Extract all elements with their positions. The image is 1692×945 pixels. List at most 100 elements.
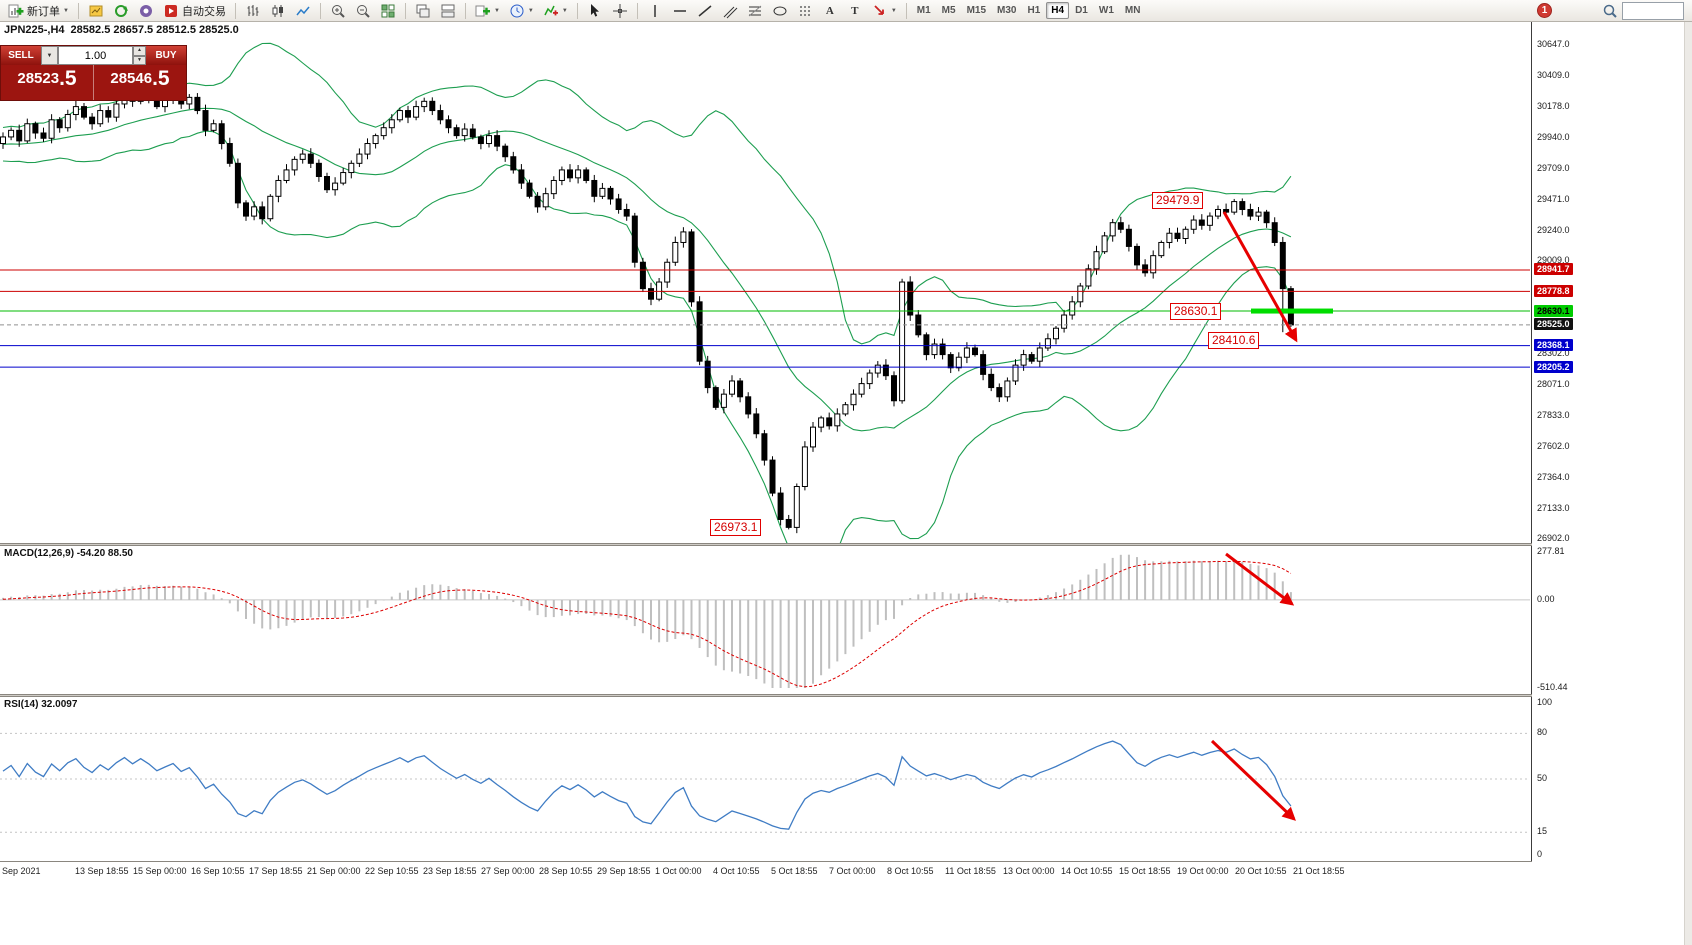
channel-icon bbox=[722, 3, 738, 19]
time-axis-label: 4 Oct 10:55 bbox=[713, 866, 760, 876]
timeframe-w1[interactable]: W1 bbox=[1098, 5, 1114, 16]
vertical-line-tool-button[interactable] bbox=[643, 0, 667, 21]
price-level-badge: 28941.7 bbox=[1534, 263, 1573, 276]
grid-tool-button[interactable] bbox=[793, 0, 817, 21]
fibonacci-icon bbox=[747, 3, 763, 19]
autotrade-icon bbox=[163, 3, 179, 19]
timeframe-m15[interactable]: M15 bbox=[966, 5, 987, 16]
indicators-button[interactable]: ▼ bbox=[539, 0, 572, 21]
arrange-windows-button[interactable] bbox=[436, 0, 460, 21]
search-input[interactable] bbox=[1622, 2, 1684, 20]
cursor-tool-button[interactable] bbox=[583, 0, 607, 21]
clock-icon bbox=[509, 3, 525, 19]
volume-dropdown-button[interactable]: ▼ bbox=[41, 46, 58, 65]
time-axis-label: 15 Sep 00:00 bbox=[133, 866, 187, 876]
zoom-out-button[interactable] bbox=[351, 0, 375, 21]
new-order-icon bbox=[8, 3, 24, 19]
new-chart-button[interactable]: ▼ bbox=[471, 0, 504, 21]
timeframe-h1[interactable]: H1 bbox=[1027, 5, 1041, 16]
rsi-scale-label: 80 bbox=[1537, 727, 1548, 738]
macd-indicator-panel[interactable] bbox=[0, 546, 1532, 694]
timeframe-m1[interactable]: M1 bbox=[916, 5, 931, 16]
timeframe-d1[interactable]: D1 bbox=[1075, 5, 1088, 16]
price-annotation[interactable]: 28630.1 bbox=[1170, 303, 1222, 320]
line-chart-button[interactable] bbox=[291, 0, 315, 21]
timeframe-mn[interactable]: MN bbox=[1124, 5, 1141, 16]
time-axis-label: 13 Sep 18:55 bbox=[75, 866, 129, 876]
panel-separator[interactable] bbox=[0, 543, 1692, 546]
chevron-down-icon: ▼ bbox=[527, 7, 534, 14]
timeframe-m30[interactable]: M30 bbox=[997, 5, 1017, 16]
volume-down-button[interactable]: ▼ bbox=[133, 55, 146, 65]
text-tool-button[interactable]: A bbox=[818, 0, 842, 21]
new-chart-icon bbox=[475, 3, 491, 19]
vertical-scrollbar[interactable] bbox=[1684, 22, 1692, 945]
time-axis[interactable]: Sep 2021 13 Sep 18:55 15 Sep 00:00 16 Sep 1… bbox=[0, 861, 1692, 878]
shapes-tool-button[interactable] bbox=[768, 0, 792, 21]
macd-scale-label: -510.44 bbox=[1537, 682, 1568, 692]
rsi-indicator-panel[interactable] bbox=[0, 697, 1532, 861]
price-tick-label: 27133.0 bbox=[1537, 502, 1570, 513]
community-icon bbox=[138, 3, 154, 19]
macd-signal-line bbox=[2, 560, 1292, 688]
time-axis-label: 19 Oct 00:00 bbox=[1177, 866, 1229, 876]
candlestick-chart-icon bbox=[270, 3, 286, 19]
toolbar-separator bbox=[77, 2, 79, 19]
rsi-downtrend-arrow bbox=[1210, 739, 1296, 821]
price-tick-label: 30409.0 bbox=[1537, 70, 1570, 81]
sell-button[interactable]: SELL bbox=[1, 46, 41, 65]
green-highlight-segment bbox=[1251, 308, 1333, 314]
price-chart[interactable] bbox=[0, 22, 1532, 543]
price-tick-label: 26902.0 bbox=[1537, 533, 1570, 543]
timeframe-m5[interactable]: M5 bbox=[941, 5, 956, 16]
macd-scale-label: 0.00 bbox=[1537, 593, 1555, 604]
timeframe-h4[interactable]: H4 bbox=[1046, 2, 1070, 19]
tile-windows-button[interactable] bbox=[376, 0, 400, 21]
buy-price[interactable]: 28546.5 bbox=[93, 65, 186, 100]
sell-price[interactable]: 28523.5 bbox=[17, 67, 77, 90]
zoom-in-button[interactable] bbox=[326, 0, 350, 21]
horizontal-line-tool-button[interactable] bbox=[668, 0, 692, 21]
ellipse-icon bbox=[772, 3, 788, 19]
refresh-button[interactable] bbox=[109, 0, 133, 21]
panel-separator[interactable] bbox=[0, 694, 1692, 697]
time-axis-label: 20 Oct 10:55 bbox=[1235, 866, 1287, 876]
notification-badge[interactable]: 1 bbox=[1537, 3, 1552, 18]
trendline-icon bbox=[697, 3, 713, 19]
channel-tool-button[interactable] bbox=[718, 0, 742, 21]
crosshair-tool-button[interactable] bbox=[608, 0, 632, 21]
fibonacci-tool-button[interactable] bbox=[743, 0, 767, 21]
cascade-windows-button[interactable] bbox=[411, 0, 435, 21]
price-tick-label: 30647.0 bbox=[1537, 39, 1570, 49]
volume-up-button[interactable]: ▲ bbox=[133, 46, 146, 56]
price-tick-label: 30178.0 bbox=[1537, 100, 1570, 111]
chevron-down-icon: ▼ bbox=[561, 7, 568, 14]
search-box bbox=[1602, 2, 1684, 20]
time-axis-label: 27 Sep 00:00 bbox=[481, 866, 535, 876]
profiles-button[interactable]: ▼ bbox=[505, 0, 538, 21]
time-axis-label: 11 Oct 18:55 bbox=[945, 866, 996, 876]
price-level-badge: 28630.1 bbox=[1534, 304, 1573, 317]
price-annotation[interactable]: 26973.1 bbox=[710, 519, 762, 536]
bar-chart-button[interactable] bbox=[241, 0, 265, 21]
community-button[interactable] bbox=[134, 0, 158, 21]
chart-file-button[interactable] bbox=[84, 0, 108, 21]
price-axis[interactable]: 30647.0 30409.0 30178.0 29940.0 29709.0 29471… bbox=[1532, 22, 1690, 878]
price-annotation[interactable]: 28410.6 bbox=[1208, 332, 1260, 349]
new-order-button[interactable]: 新订单 ▼ bbox=[4, 0, 73, 21]
search-icon[interactable] bbox=[1602, 3, 1618, 19]
price-level-badge: 28368.1 bbox=[1534, 339, 1573, 352]
chart-workspace: JPN225-,H4 28582.5 28657.5 28512.5 28525.… bbox=[0, 22, 1692, 878]
buy-button[interactable]: BUY bbox=[146, 46, 186, 65]
candlestick-chart-button[interactable] bbox=[266, 0, 290, 21]
trendline-tool-button[interactable] bbox=[693, 0, 717, 21]
time-axis-label: 21 Oct 18:55 bbox=[1293, 866, 1345, 876]
price-annotation[interactable]: 29479.9 bbox=[1152, 192, 1204, 209]
arrow-objects-button[interactable]: ▼ bbox=[868, 0, 901, 21]
text-label-tool-button[interactable]: T bbox=[843, 0, 867, 21]
price-tick-label: 29471.0 bbox=[1537, 194, 1570, 205]
volume-stepper: ▲ ▼ bbox=[133, 46, 146, 65]
autotrade-button[interactable]: 自动交易 bbox=[159, 0, 230, 21]
volume-input[interactable] bbox=[58, 46, 133, 65]
price-tick-label: 28302.0 bbox=[1537, 348, 1570, 359]
